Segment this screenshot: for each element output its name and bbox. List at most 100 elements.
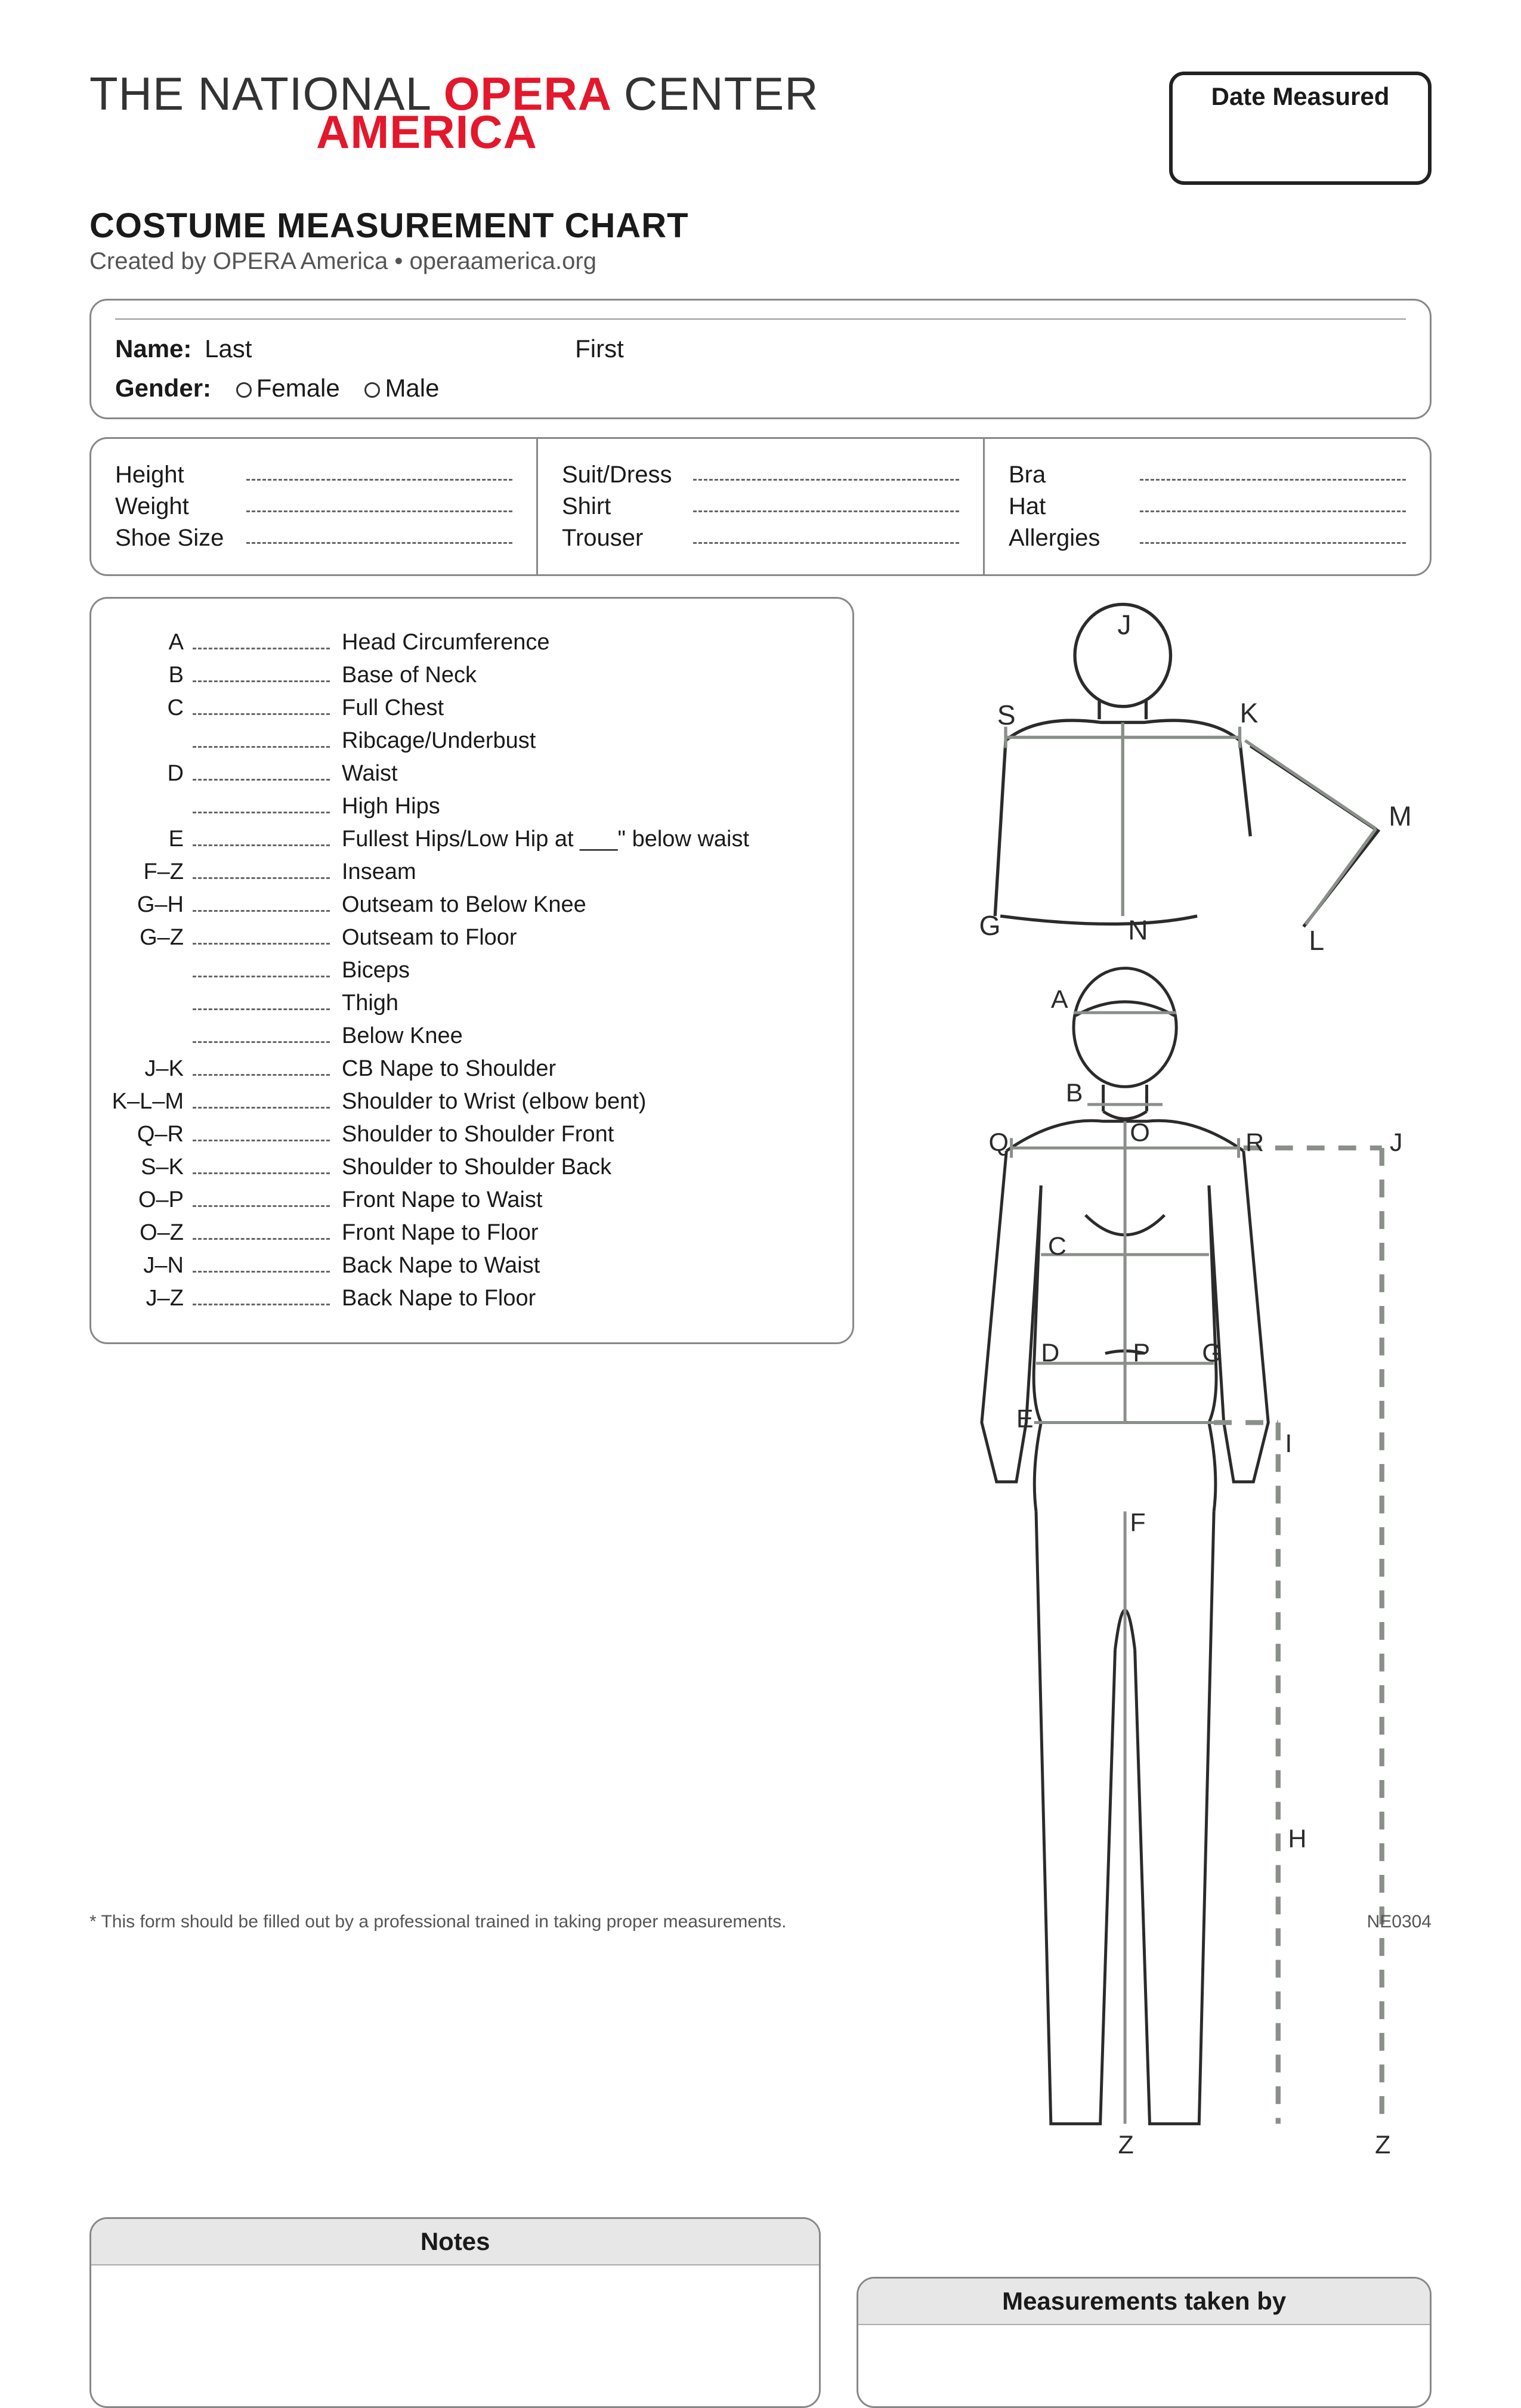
measurement-input-line[interactable] xyxy=(193,1222,330,1240)
notes-label: Notes xyxy=(91,2219,819,2265)
basic-row: Hat xyxy=(1009,493,1406,520)
measurement-label: High Hips xyxy=(342,794,823,819)
name-last[interactable]: Last xyxy=(205,335,252,363)
measurement-input-line[interactable] xyxy=(193,796,330,813)
svg-text:H: H xyxy=(1288,1825,1307,1853)
logo-text-center: CENTER xyxy=(624,67,819,120)
svg-text:G: G xyxy=(1202,1339,1222,1367)
radio-male[interactable] xyxy=(364,382,380,398)
svg-text:Z: Z xyxy=(1375,2131,1391,2160)
measurement-input-line[interactable] xyxy=(193,960,330,977)
byline: Created by OPERA America • operaamerica.… xyxy=(89,248,1432,275)
gender-row: Gender: Female Male xyxy=(115,374,1406,403)
basic-input-line[interactable] xyxy=(693,525,959,544)
measurement-code: G–Z xyxy=(109,925,193,951)
measurement-input-line[interactable] xyxy=(193,1255,330,1273)
name-row: Name: Last First xyxy=(115,335,1406,363)
logo-text-america: AMERICA xyxy=(316,106,537,158)
footer: * This form should be filled out by a pr… xyxy=(89,1912,1432,1932)
svg-text:I: I xyxy=(1285,1430,1293,1459)
measurement-row: G–ZOutseam to Floor xyxy=(109,925,823,951)
svg-text:G: G xyxy=(979,910,1001,941)
basic-row: Suit/Dress xyxy=(562,462,959,488)
basic-label: Trouser xyxy=(562,525,687,552)
measurement-code: J–Z xyxy=(109,1286,193,1311)
name-first[interactable]: First xyxy=(575,335,624,363)
date-measured-box[interactable]: Date Measured xyxy=(1169,72,1432,185)
measurement-input-line[interactable] xyxy=(193,1287,330,1305)
identity-panel: Name: Last First Gender: Female Male xyxy=(89,299,1432,419)
basic-label: Allergies xyxy=(1009,525,1134,552)
measurement-input-line[interactable] xyxy=(193,828,330,846)
basic-input-line[interactable] xyxy=(1140,493,1406,512)
measurement-input-line[interactable] xyxy=(193,632,330,649)
basic-input-line[interactable] xyxy=(246,493,512,512)
measurement-input-line[interactable] xyxy=(193,1091,330,1109)
measurement-input-line[interactable] xyxy=(193,1058,330,1076)
measurement-input-line[interactable] xyxy=(193,861,330,879)
basic-row: Weight xyxy=(115,493,512,520)
measurement-row: O–P Front Nape to Waist xyxy=(109,1187,823,1213)
svg-text:E: E xyxy=(1016,1405,1034,1434)
measurement-label: Biceps xyxy=(342,958,823,983)
measurement-row: J–Z Back Nape to Floor xyxy=(109,1286,823,1311)
measurement-input-line[interactable] xyxy=(193,697,330,715)
male-label: Male xyxy=(385,374,439,402)
svg-text:M: M xyxy=(1389,800,1412,831)
measurement-label: Head Circumference xyxy=(342,630,823,655)
measurement-label: Back Nape to Floor xyxy=(342,1286,823,1311)
svg-text:D: D xyxy=(1041,1339,1060,1367)
svg-text:A: A xyxy=(1051,985,1068,1014)
measurement-input-line[interactable] xyxy=(193,1189,330,1207)
svg-text:C: C xyxy=(1048,1232,1066,1261)
measurement-input-line[interactable] xyxy=(193,664,330,682)
measurement-code: A xyxy=(109,630,193,655)
svg-text:L: L xyxy=(1309,925,1325,956)
measurement-label: CB Nape to Shoulder xyxy=(342,1056,823,1082)
measurement-code: Q–R xyxy=(109,1122,193,1147)
measurement-code: D xyxy=(109,761,193,787)
basic-label: Suit/Dress xyxy=(562,462,687,488)
basic-row: Shoe Size xyxy=(115,525,512,552)
measurement-label: Below Knee xyxy=(342,1023,823,1049)
radio-female[interactable] xyxy=(236,382,252,398)
basic-label: Hat xyxy=(1009,493,1134,520)
measurement-input-line[interactable] xyxy=(193,927,330,945)
measurements-panel: AHead CircumferenceBBase of NeckCFull Ch… xyxy=(89,597,854,1344)
measurement-code: K–L–M xyxy=(109,1089,193,1115)
measurement-label: Front Nape to Waist xyxy=(342,1187,823,1213)
svg-text:J: J xyxy=(1390,1128,1403,1157)
svg-text:O: O xyxy=(1130,1119,1150,1147)
name-label: Name: xyxy=(115,335,191,363)
measurement-label: Shoulder to Wrist (elbow bent) xyxy=(342,1089,823,1115)
measurement-row: EFullest Hips/Low Hip at ___" below wais… xyxy=(109,827,823,852)
basic-input-line[interactable] xyxy=(1140,525,1406,544)
basic-input-line[interactable] xyxy=(1140,462,1406,481)
basic-input-line[interactable] xyxy=(693,493,959,512)
basics-col-2: Suit/DressShirtTrouser xyxy=(536,439,983,574)
basic-input-line[interactable] xyxy=(693,462,959,481)
measurement-code: J–K xyxy=(109,1056,193,1082)
notes-box[interactable]: Notes xyxy=(89,2217,821,2408)
svg-text:N: N xyxy=(1129,914,1148,945)
basic-input-line[interactable] xyxy=(246,462,512,481)
measurement-input-line[interactable] xyxy=(193,1025,330,1043)
measurement-input-line[interactable] xyxy=(193,1123,330,1141)
measurement-row: Below Knee xyxy=(109,1023,823,1049)
measurement-row: Thigh xyxy=(109,991,823,1016)
measurement-input-line[interactable] xyxy=(193,730,330,748)
measurement-input-line[interactable] xyxy=(193,1156,330,1174)
measurement-code: O–P xyxy=(109,1187,193,1213)
taken-by-box[interactable]: Measurements taken by xyxy=(857,2277,1432,2408)
measurement-input-line[interactable] xyxy=(193,894,330,912)
measurement-row: J–NBack Nape to Waist xyxy=(109,1253,823,1279)
measurement-code: G–H xyxy=(109,892,193,918)
measurement-row: A Head Circumference xyxy=(109,630,823,655)
diagram-back: S J K M L G N xyxy=(878,597,1432,958)
measurement-input-line[interactable] xyxy=(193,992,330,1010)
basic-input-line[interactable] xyxy=(246,525,512,544)
measurement-row: CFull Chest xyxy=(109,695,823,721)
measurement-code: O–Z xyxy=(109,1220,193,1246)
body-diagram: S J K M L G N xyxy=(878,597,1432,2193)
measurement-input-line[interactable] xyxy=(193,763,330,781)
